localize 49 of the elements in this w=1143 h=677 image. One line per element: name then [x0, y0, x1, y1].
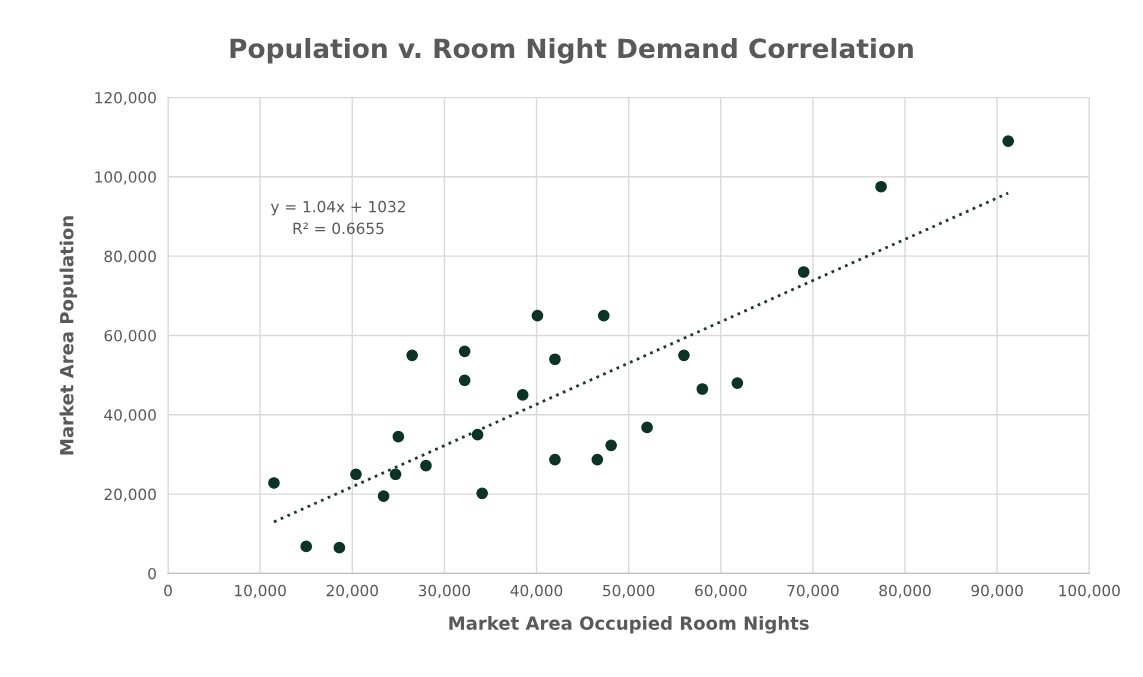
x-axis-title: Market Area Occupied Room Nights: [449, 615, 809, 634]
point: [678, 349, 690, 362]
point: [350, 468, 362, 481]
point: [300, 540, 313, 553]
point: [549, 353, 561, 366]
y-tick-label: 120,000: [95, 91, 156, 106]
x-tick-label: 0: [164, 584, 172, 597]
point: [516, 389, 529, 401]
point: [377, 490, 390, 502]
y-tick-label: 100,000: [95, 171, 156, 185]
y-tick-label: 0: [148, 567, 156, 580]
point: [641, 421, 653, 434]
point: [549, 453, 561, 466]
point: [420, 459, 432, 472]
x-tick-label: 50,000: [603, 584, 655, 598]
y-axis-title: Market Area Population: [59, 216, 78, 455]
point: [458, 374, 471, 387]
point: [605, 439, 617, 452]
point: [471, 428, 484, 441]
point: [875, 180, 887, 193]
x-tick-label: 40,000: [510, 584, 563, 598]
point: [476, 487, 489, 500]
point: [731, 377, 744, 389]
y-tick-label: 20,000: [104, 488, 156, 502]
point: [597, 309, 610, 322]
y-tick-label: 80,000: [104, 250, 156, 264]
point: [531, 309, 544, 322]
x-tick-label: 60,000: [695, 584, 747, 598]
x-tick-label: 30,000: [418, 584, 471, 598]
point: [696, 383, 709, 395]
point: [797, 266, 810, 278]
chart-title: Population v. Room Night Demand Correlation: [230, 37, 913, 64]
y-tick-label: 60,000: [104, 329, 156, 344]
point: [333, 541, 346, 554]
x-tick-label: 20,000: [326, 584, 378, 598]
x-tick-label: 90,000: [971, 584, 1023, 598]
x-tick-label: 80,000: [879, 584, 931, 598]
x-tick-label: 70,000: [787, 584, 839, 598]
x-tick-label: 100,000: [1059, 584, 1120, 598]
point: [1002, 135, 1015, 147]
point: [591, 453, 604, 466]
point: [268, 477, 280, 489]
point: [392, 430, 405, 443]
point: [458, 345, 471, 358]
annotation: y = 1.04x + 1032 R² = 0.6655: [270, 200, 405, 235]
y-tick-label: 40,000: [104, 409, 156, 423]
x-tick-label: 10,000: [235, 584, 286, 598]
point: [406, 349, 418, 362]
point: [389, 468, 402, 481]
